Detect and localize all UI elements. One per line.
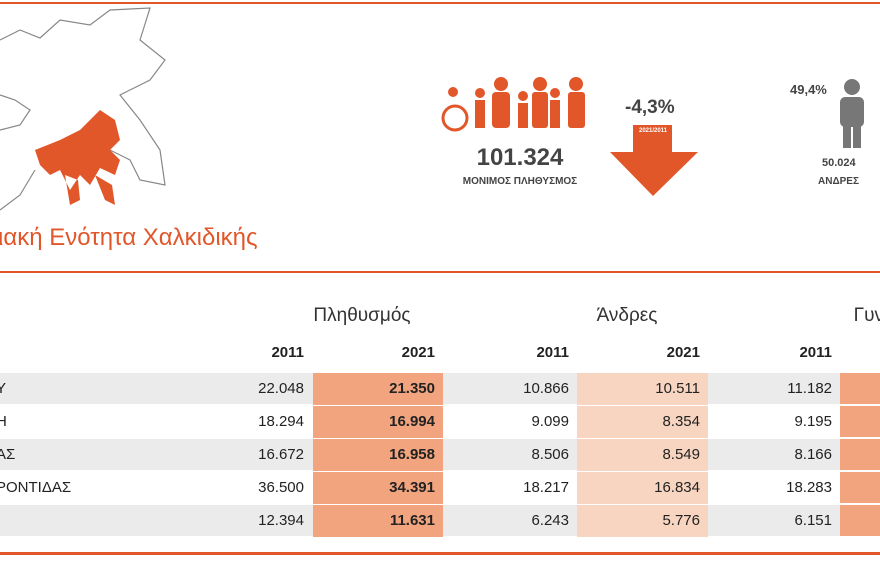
- change-period: 2021/2011: [638, 128, 668, 134]
- cell: 11.182: [787, 380, 832, 397]
- cell-bg: [313, 439, 443, 471]
- cell-bg: [840, 505, 880, 536]
- men-share: 49,4%: [790, 82, 827, 97]
- cell-bg: [313, 373, 443, 405]
- row-name: ΡΟΝΤΙΔΑΣ: [0, 479, 72, 496]
- group-header: Πληθυσμός: [313, 305, 411, 326]
- cell: 9.195: [794, 413, 832, 430]
- population-label: ΜΟΝΙΜΟΣ ΠΛΗΘΥΣΜΟΣ: [462, 176, 578, 187]
- cell-bg: [577, 505, 708, 537]
- cell-bg: [313, 406, 443, 438]
- cell: 6.243: [531, 512, 569, 529]
- map-outline: [0, 7, 166, 211]
- cell-bg: [577, 472, 708, 504]
- cell: 11.631: [389, 512, 435, 529]
- cell-bg: [577, 373, 708, 405]
- year-header: 2011: [799, 344, 832, 361]
- cell: 5.776: [662, 512, 700, 529]
- cell-bg: [313, 505, 443, 537]
- cell-bg: [840, 439, 880, 470]
- cell-bg: [840, 373, 880, 404]
- men-label: ΑΝΔΡΕΣ: [818, 176, 859, 187]
- cell: 8.506: [531, 446, 569, 463]
- cell: 8.549: [662, 446, 700, 463]
- row-name: ΑΣ: [0, 446, 16, 463]
- year-header: 2011: [271, 344, 304, 361]
- row-name: Η: [0, 413, 7, 430]
- cell-bg: [577, 406, 708, 438]
- cell: 36.500: [258, 479, 304, 496]
- people-icon: [441, 77, 585, 132]
- cell: 12.394: [258, 512, 304, 529]
- man-icon: [840, 79, 864, 148]
- population: 101.324: [476, 144, 564, 171]
- rule: [0, 552, 880, 555]
- cell: 16.994: [389, 413, 435, 430]
- cell: 10.866: [523, 380, 569, 397]
- cell: 16.672: [258, 446, 304, 463]
- cell: 18.294: [258, 413, 304, 430]
- graphics: [0, 7, 864, 211]
- cell: 16.834: [654, 479, 700, 496]
- cell-bg: [577, 439, 708, 471]
- cell-bg: [840, 472, 880, 503]
- rule: [0, 271, 880, 273]
- cell-bg: [313, 472, 443, 504]
- map-region: [35, 110, 120, 205]
- year-header: 2021: [666, 344, 700, 361]
- group-header: Άνδρες: [596, 305, 658, 326]
- cell: 18.217: [523, 479, 569, 496]
- cell: 34.391: [389, 479, 435, 496]
- cell: 9.099: [531, 413, 569, 430]
- cell: 16.958: [389, 446, 435, 463]
- cell-bg: [840, 406, 880, 437]
- cell: 8.166: [794, 446, 832, 463]
- cell: 8.354: [662, 413, 700, 430]
- cell: 10.511: [655, 380, 700, 397]
- change: -4,3%: [625, 97, 675, 118]
- cell: 22.048: [258, 380, 304, 397]
- rule: [0, 2, 880, 4]
- cell: 6.151: [794, 512, 832, 529]
- row-name: Υ: [0, 380, 7, 397]
- group-header: Γυναίκες: [853, 305, 880, 326]
- year-header: 2021: [401, 344, 435, 361]
- year-header: 2011: [536, 344, 569, 361]
- cell: 21.350: [389, 380, 435, 397]
- cell: 18.283: [786, 479, 832, 496]
- down-arrow: [610, 125, 698, 196]
- men-count: 50.024: [822, 157, 856, 169]
- region-title: ιακή Ενότητα Χαλκιδικής: [0, 224, 258, 251]
